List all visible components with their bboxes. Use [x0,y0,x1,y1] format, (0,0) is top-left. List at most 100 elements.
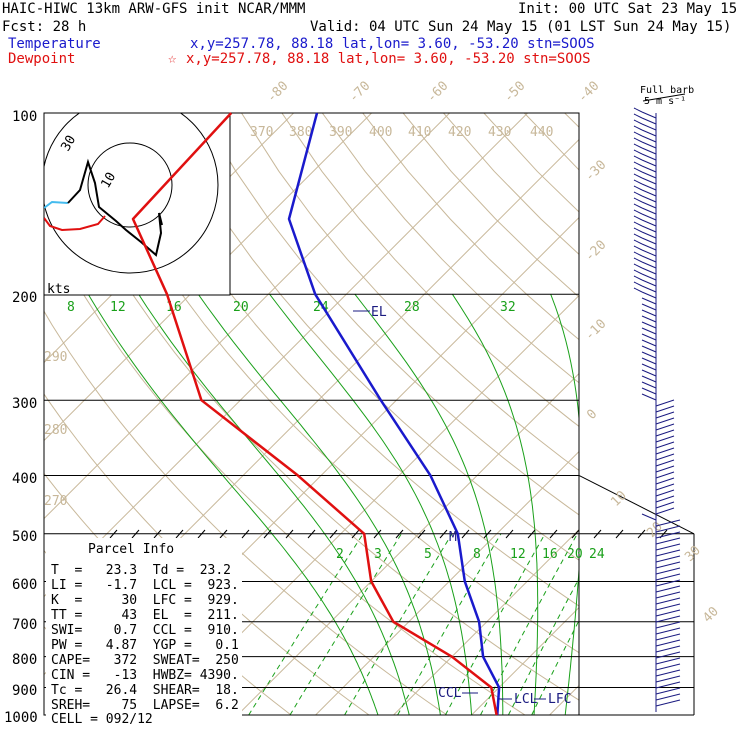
wind-barb [655,633,681,641]
wind-barb [641,273,657,281]
wind-barb [641,183,657,191]
wind-barbs [633,107,681,712]
wind-barb [655,579,681,587]
wind-barb [641,279,657,287]
wind-barb [655,411,675,419]
pressure-label: 100 [12,109,37,125]
wind-barb [641,267,657,275]
wind-barb [641,189,657,197]
wind-barb [655,435,675,443]
wind-barb [655,483,675,491]
wind-barb-flag [633,239,643,245]
moist-adiabat-line [354,293,504,715]
mixing-ratio-label: 28 [404,300,420,315]
lcl-marker: LCL [514,692,538,707]
theta-label: 400 [369,125,392,140]
isotherm-label: -40 [575,79,602,106]
pressure-label: 400 [12,471,37,487]
wind-barb [655,693,681,701]
pressure-axis: 100 200 300 400 500 600 700 800 900 1000 [4,109,38,726]
mixing-ratio-line [397,533,502,715]
freezing-level-tick [483,529,492,539]
dewpoint-marker: ☆ [168,51,177,67]
freezing-level-tick [153,529,162,539]
wind-barb-flag [633,203,643,209]
wind-barb-flag [633,113,643,119]
wind-barb [655,507,675,515]
parcel-info-background [46,538,242,718]
wind-barb-flag [633,233,643,239]
mixing-ratio-label: 12 [510,547,526,562]
wind-barb [655,591,681,599]
wind-barb [641,333,657,341]
wind-barb [655,669,681,677]
mixing-ratio-line [531,619,579,715]
wind-barb [641,387,657,395]
wind-barb [655,609,681,617]
wind-barb [641,201,657,209]
isotherm-line [44,113,372,442]
theta-label: 410 [408,125,431,140]
dry-adiabat-line [200,113,579,516]
isotherm-label: 0 [584,407,600,423]
dry-adiabat-line [241,113,579,471]
wind-barb [641,351,657,359]
wind-barb-flag [633,125,643,131]
dry-adiabat-line [523,113,579,171]
wind-barb-flag [633,269,643,275]
parcel-info-row: CIN = -13 HWBZ= 4390. [51,668,239,683]
wind-barb-flag [633,263,643,269]
wind-barb [641,375,657,383]
freezing-level-tick [131,529,140,539]
wind-barb [655,525,681,533]
hodograph-ring-outer [44,113,219,274]
freezing-level-tick [175,529,184,539]
isotherm-label: -80 [264,79,291,106]
hodograph-units: kts [47,282,70,297]
wind-barb [641,237,657,245]
wind-barb [641,165,657,173]
wind-barb [655,477,675,485]
wind-barb [655,423,675,431]
wind-barb [641,147,657,155]
dry-adiabat-line [402,113,579,298]
wind-barb [655,537,681,545]
mixing-ratio-label: 20 [233,300,249,315]
wind-barb [641,309,657,317]
wind-barb [641,117,657,125]
wind-barb [641,291,657,299]
wind-barb [641,129,657,137]
freezing-level-tick [241,529,250,539]
wind-barb [655,639,681,647]
wind-barb [641,177,657,185]
wind-barb [655,597,681,605]
wind-barb [641,285,657,293]
dry-adiabat-line [160,113,579,561]
isotherm-line [159,294,579,715]
freezing-level-tick [307,529,316,539]
theta-label: 440 [530,125,553,140]
dry-adiabat-line [483,113,579,213]
parcel-info-row: Tc = 26.4 SHEAR= 18. [51,683,239,698]
hodograph-ring-label: 30 [58,133,79,154]
mixing-ratio-label: 12 [110,300,126,315]
parcel-info-row: K = 30 LFC = 929. [51,593,239,608]
wind-barb [641,141,657,149]
wind-barb-flag [633,257,643,263]
pressure-label: 800 [12,652,37,668]
hodograph-ring-label: 10 [98,170,119,191]
wind-barb-flag [633,131,643,137]
wind-barb-flag [633,149,643,155]
lfc-marker: LFC [548,692,571,707]
mixing-ratio-label: 3 [374,547,382,562]
freezing-level-tick [549,529,558,539]
isotherm-line [393,528,579,715]
wind-barb [655,645,681,653]
pressure-label: 900 [12,683,37,699]
pressure-label: 300 [12,396,37,412]
wind-barb [641,135,657,143]
wind-barb [655,657,681,665]
pressure-label: 1000 [4,710,38,726]
freezing-level-tick [417,529,426,539]
